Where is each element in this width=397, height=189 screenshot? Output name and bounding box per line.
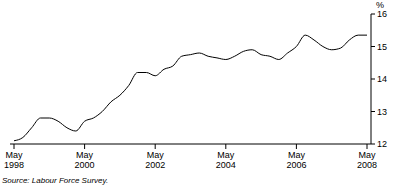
svg-text:May2000: May2000 (75, 150, 95, 170)
svg-text:16: 16 (377, 9, 387, 19)
html-text:Source: Labour Force Survey.: Source: Labour Force Survey. (2, 176, 109, 185)
svg-text:13: 13 (377, 107, 387, 117)
svg-text:12: 12 (377, 139, 387, 149)
svg-text:May2006: May2006 (286, 150, 306, 170)
svg-text:14: 14 (377, 74, 387, 84)
svg-text:May2002: May2002 (145, 150, 165, 170)
svg-text:May2008: May2008 (357, 150, 377, 170)
svg-text:15: 15 (377, 42, 387, 52)
svg-text:May1998: May1998 (8, 150, 24, 170)
svg-text:May2004: May2004 (216, 150, 236, 170)
